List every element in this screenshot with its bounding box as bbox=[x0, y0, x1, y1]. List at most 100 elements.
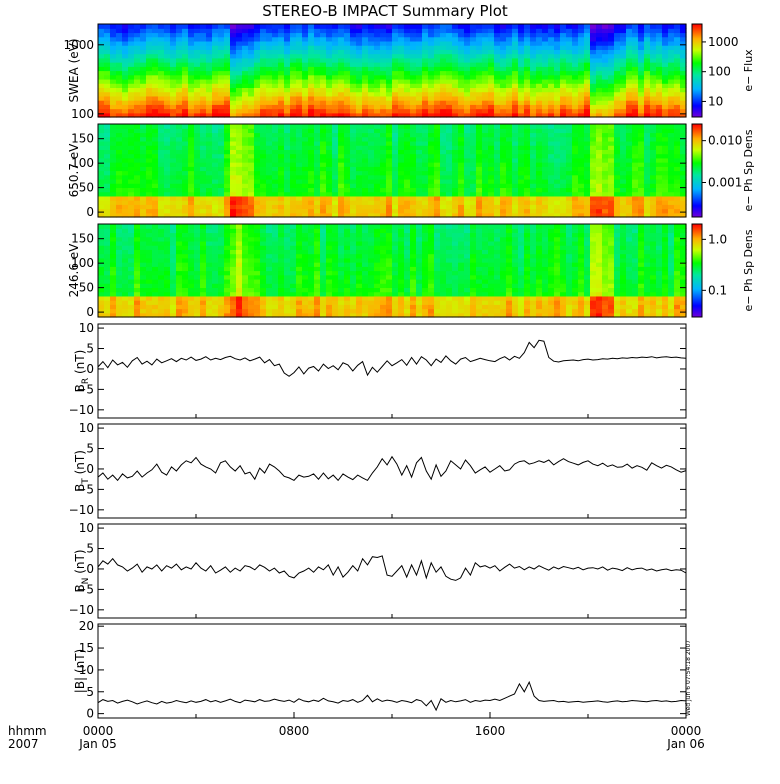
spectrogram-cell bbox=[344, 141, 351, 146]
spectrogram-cell bbox=[182, 75, 189, 80]
spectrogram-cell bbox=[308, 200, 315, 205]
spectrogram-cell bbox=[422, 192, 429, 197]
spectrogram-cell bbox=[188, 245, 195, 250]
spectrogram-cell bbox=[218, 309, 225, 314]
spectrogram-cell bbox=[158, 104, 165, 109]
spectrogram-cell bbox=[188, 24, 195, 29]
spectrogram-cell bbox=[164, 62, 171, 67]
spectrogram-cell bbox=[182, 41, 189, 46]
spectrogram-cell bbox=[548, 66, 555, 71]
spectrogram-cell bbox=[128, 296, 135, 301]
spectrogram-cell bbox=[278, 192, 285, 197]
spectrogram-cell bbox=[218, 232, 225, 237]
spectrogram-cell bbox=[182, 158, 189, 163]
spectrogram-cell bbox=[452, 141, 459, 146]
spectrogram-cell bbox=[590, 192, 597, 197]
spectrogram-cell bbox=[122, 158, 129, 163]
spectrogram-cell bbox=[494, 79, 501, 84]
spectrogram-cell bbox=[536, 166, 543, 171]
spectrogram-cell bbox=[608, 171, 615, 176]
spectrogram-cell bbox=[320, 75, 327, 80]
spectrogram-cell bbox=[290, 24, 297, 29]
spectrogram-cell bbox=[494, 109, 501, 114]
spectrogram-cell bbox=[356, 58, 363, 63]
spectrogram-cell bbox=[254, 45, 261, 50]
spectrogram-cell bbox=[590, 32, 597, 37]
spectrogram-cell bbox=[326, 128, 333, 133]
spectrogram-cell bbox=[518, 141, 525, 146]
spectrogram-cell bbox=[188, 54, 195, 59]
spectrogram-cell bbox=[374, 145, 381, 150]
spectrogram-cell bbox=[392, 171, 399, 176]
spectrogram-cell bbox=[620, 137, 627, 142]
spectrogram-cell bbox=[356, 83, 363, 88]
spectrogram-cell bbox=[134, 87, 141, 92]
spectrogram-cell bbox=[560, 128, 567, 133]
spectrogram-cell bbox=[104, 128, 111, 133]
spectrogram-cell bbox=[308, 179, 315, 184]
spectrogram-cell bbox=[200, 309, 207, 314]
spectrogram-cell bbox=[194, 192, 201, 197]
spectrogram-cell bbox=[158, 109, 165, 114]
spectrogram-cell bbox=[578, 79, 585, 84]
spectrogram-cell bbox=[164, 279, 171, 284]
spectrogram-cell bbox=[344, 24, 351, 29]
spectrogram-cell bbox=[98, 271, 105, 276]
spectrogram-cell bbox=[380, 49, 387, 54]
spectrogram-cell bbox=[638, 154, 645, 159]
spectrogram-cell bbox=[632, 162, 639, 167]
spectrogram-cell bbox=[518, 158, 525, 163]
spectrogram-cell bbox=[248, 287, 255, 292]
spectrogram-cell bbox=[626, 137, 633, 142]
spectrogram-cell bbox=[554, 200, 561, 205]
spectrogram-cell bbox=[98, 304, 105, 309]
spectrogram-cell bbox=[266, 283, 273, 288]
spectrogram-cell bbox=[350, 145, 357, 150]
spectrogram-cell bbox=[632, 158, 639, 163]
spectrogram-cell bbox=[452, 124, 459, 129]
spectrogram-cell bbox=[422, 179, 429, 184]
spectrogram-cell bbox=[392, 83, 399, 88]
spectrogram-cell bbox=[518, 200, 525, 205]
spectrogram-cell bbox=[446, 104, 453, 109]
spectrogram-cell bbox=[260, 75, 267, 80]
spectrogram-cell bbox=[260, 287, 267, 292]
spectrogram-cell bbox=[248, 204, 255, 209]
spectrogram-cell bbox=[596, 132, 603, 137]
spectrogram-cell bbox=[344, 171, 351, 176]
spectrogram-cell bbox=[500, 75, 507, 80]
spectrogram-cell bbox=[578, 100, 585, 105]
spectrogram-cell bbox=[518, 37, 525, 42]
spectrogram-cell bbox=[374, 109, 381, 114]
spectrogram-cell bbox=[572, 171, 579, 176]
spectrogram-cell bbox=[206, 262, 213, 267]
spectrogram-cell bbox=[176, 179, 183, 184]
spectrogram-cell bbox=[302, 141, 309, 146]
spectrogram-cell bbox=[440, 109, 447, 114]
spectrogram-cell bbox=[656, 149, 663, 154]
spectrogram-cell bbox=[116, 258, 123, 263]
spectrogram-cell bbox=[584, 200, 591, 205]
spectrogram-cell bbox=[518, 128, 525, 133]
spectrogram-cell bbox=[620, 204, 627, 209]
spectrogram-cell bbox=[272, 179, 279, 184]
spectrogram-cell bbox=[200, 87, 207, 92]
spectrogram-cell bbox=[242, 28, 249, 33]
spectrogram-cell bbox=[212, 266, 219, 271]
spectrogram-cell bbox=[668, 154, 675, 159]
spectrogram-cell bbox=[140, 24, 147, 29]
spectrogram-cell bbox=[464, 96, 471, 101]
spectrogram-cell bbox=[110, 41, 117, 46]
spectrogram-cell bbox=[416, 54, 423, 59]
spectrogram-cell bbox=[116, 262, 123, 267]
spectrogram-cell bbox=[614, 166, 621, 171]
spectrogram-cell bbox=[224, 71, 231, 76]
spectrogram-cell bbox=[266, 41, 273, 46]
spectrogram-cell bbox=[536, 179, 543, 184]
spectrogram-cell bbox=[476, 24, 483, 29]
spectrogram-cell bbox=[392, 124, 399, 129]
spectrogram-cell bbox=[284, 137, 291, 142]
spectrogram-cell bbox=[128, 62, 135, 67]
spectrogram-cell bbox=[116, 32, 123, 37]
spectrogram-cell bbox=[656, 28, 663, 33]
